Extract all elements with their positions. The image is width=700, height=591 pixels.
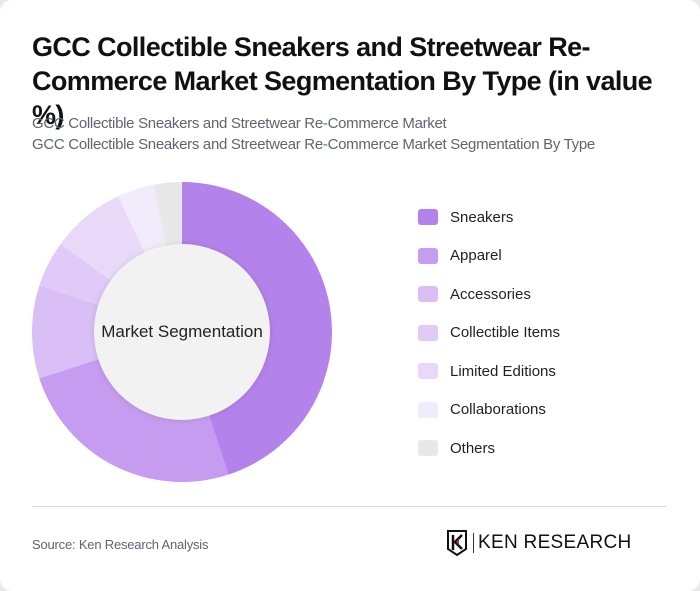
subtitle-line-1: GCC Collectible Sneakers and Streetwear … (32, 115, 447, 132)
source-note: Source: Ken Research Analysis (32, 537, 209, 552)
ken-research-logo: KEN RESEARCH (446, 530, 632, 556)
ken-research-shield-icon (447, 530, 467, 556)
legend-item-collaborations[interactable]: Collaborations (418, 400, 560, 420)
legend-item-others[interactable]: Others (418, 438, 560, 458)
legend-swatch (418, 363, 438, 379)
legend-label: Sneakers (450, 208, 514, 226)
subtitle-line-2: GCC Collectible Sneakers and Streetwear … (32, 136, 595, 153)
legend-label: Accessories (450, 285, 531, 303)
legend-swatch (418, 247, 438, 264)
legend-item-accessories[interactable]: Accessories (418, 284, 560, 304)
legend-label: Others (450, 439, 496, 457)
legend-item-limited-editions[interactable]: Limited Editions (418, 361, 560, 381)
legend-item-sneakers[interactable]: Sneakers (418, 207, 560, 227)
legend-item-apparel[interactable]: Apparel (418, 246, 560, 266)
legend-swatch (418, 440, 438, 456)
legend: Sneakers Apparel Accessories Collectible… (418, 207, 560, 477)
donut-center (94, 244, 270, 420)
legend-swatch (418, 324, 438, 341)
legend-swatch (418, 401, 438, 418)
legend-label: Apparel (450, 247, 502, 264)
donut-chart (32, 182, 332, 482)
legend-label: Collectible Items (450, 324, 561, 341)
logo-text: KEN RESEARCH (478, 532, 632, 553)
logo-separator (473, 533, 474, 553)
footer-divider (32, 506, 666, 507)
chart-subtitle: GCC Collectible Sneakers and Streetwear … (32, 113, 595, 155)
legend-label: Limited Editions (450, 362, 556, 380)
legend-item-collectible-items[interactable]: Collectible Items (418, 323, 560, 343)
legend-swatch (418, 209, 438, 225)
legend-label: Collaborations (450, 401, 546, 418)
chart-title: GCC Collectible Sneakers and Streetwear … (32, 32, 653, 130)
legend-swatch (418, 286, 438, 302)
